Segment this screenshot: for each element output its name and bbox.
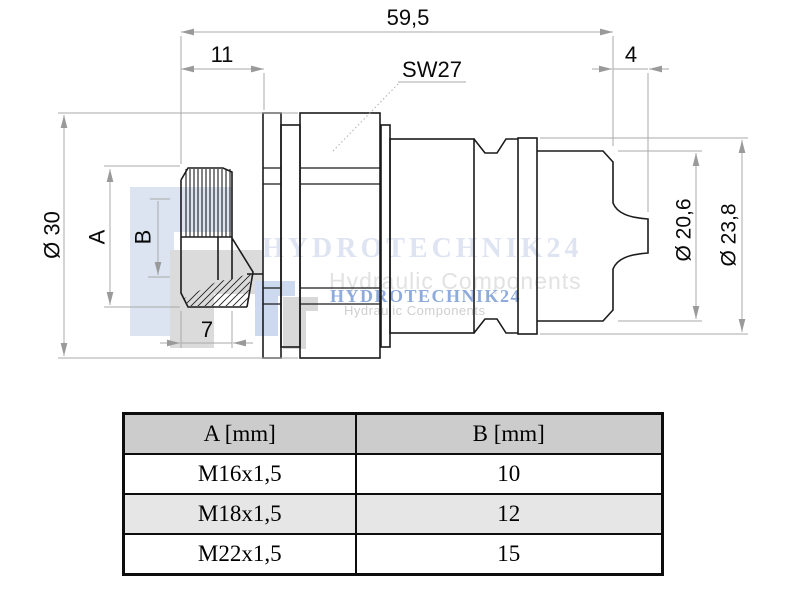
table-row: M22x1,5 15 (122, 533, 664, 576)
label-left-length: 11 (211, 42, 234, 67)
table-header-a: A [mm] (122, 412, 357, 455)
hex-body (299, 112, 381, 359)
cell-b-value: 15 (354, 533, 664, 576)
thread-lines (185, 169, 231, 237)
section-hatch (183, 273, 251, 306)
label-tip-length: 4 (625, 42, 637, 67)
cell-thread-size: M16x1,5 (122, 453, 357, 495)
label-overall-length: 59,5 (387, 5, 430, 30)
label-dim-a: A (85, 229, 110, 244)
sw27-leader-line (332, 81, 401, 152)
cell-thread-size: M18x1,5 (122, 493, 357, 535)
watermark-brand-small: HYDROTECHNIK24 (330, 286, 521, 306)
cell-b-value: 12 (354, 493, 664, 535)
label-nut-length: 7 (201, 317, 213, 342)
label-wrench-size: SW27 (402, 57, 462, 82)
dimension-labels: 59,5 11 4 SW27 7 Ø 30 A B Ø 20,6 Ø 23,8 (40, 5, 741, 342)
watermark-brand-large: HYDROTECHNIK24 (262, 233, 582, 264)
collar (517, 137, 538, 335)
table-row: M18x1,5 12 (122, 493, 664, 535)
watermark-logo-shape (170, 250, 262, 348)
table-row: M16x1,5 10 (122, 453, 664, 495)
cell-b-value: 10 (354, 453, 664, 495)
flange-facet-lines (263, 167, 281, 305)
main-body (389, 138, 475, 334)
thread-size-table: A [mm] B [mm] M16x1,5 10 M18x1,5 12 M22x… (122, 412, 664, 576)
table-header-b: B [mm] (354, 412, 664, 455)
extension-lines (58, 36, 748, 359)
label-dim-b: B (131, 230, 156, 245)
watermark-tagline-small: Hydraulic Components (344, 303, 486, 318)
dimension-layer (58, 28, 748, 359)
watermark-tagline-large: Hydraulic Components (329, 268, 582, 294)
cell-thread-size: M22x1,5 (122, 533, 357, 576)
label-tip-dia: Ø 20,6 (673, 198, 696, 261)
hex-facet-lines (300, 167, 380, 305)
lock-groove (473, 138, 518, 334)
label-collar-dia: Ø 23,8 (718, 203, 741, 266)
label-flange-dia: Ø 30 (40, 211, 65, 259)
watermark-logo-shape (255, 281, 295, 336)
table-header-row: A [mm] B [mm] (122, 412, 664, 455)
cylinder-and-tip (537, 150, 649, 322)
